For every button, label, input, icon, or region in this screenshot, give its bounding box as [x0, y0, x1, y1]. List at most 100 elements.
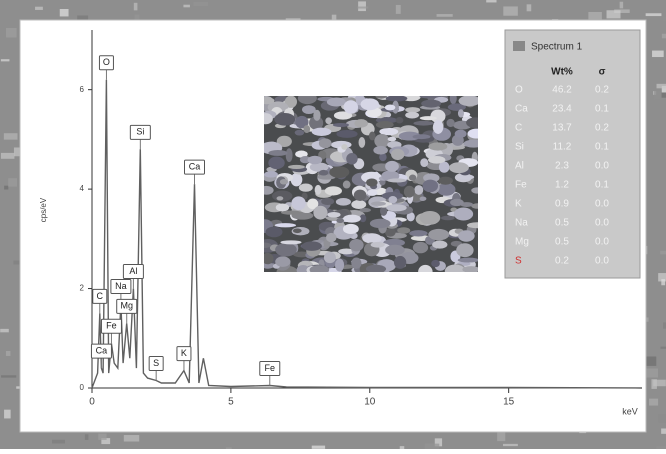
stone	[420, 211, 441, 225]
stone	[376, 121, 394, 128]
texture-speck	[312, 446, 325, 449]
stone	[388, 137, 397, 142]
spectrum-icon	[513, 41, 525, 51]
element-name: Al	[515, 161, 524, 172]
texture-speck	[658, 414, 666, 423]
stone	[420, 196, 427, 200]
element-name: Na	[515, 218, 528, 229]
texture-speck	[654, 91, 661, 100]
stone	[359, 137, 366, 148]
texture-speck	[527, 4, 532, 11]
stone	[291, 196, 305, 210]
stone	[366, 178, 378, 186]
y-tick-label: 0	[80, 383, 85, 392]
table-cell: 0.0	[595, 199, 609, 210]
stone	[428, 142, 447, 150]
texture-speck	[1, 375, 16, 377]
element-name: O	[515, 85, 523, 96]
stone	[268, 150, 287, 156]
table-cell: 0.0	[595, 237, 609, 248]
table-cell: 0.1	[595, 180, 609, 191]
stone	[321, 198, 334, 205]
stone	[336, 198, 351, 206]
chart: cps/eV keV Spectrum 1 0246051015CCaOFeNa…	[0, 0, 666, 449]
table-cell: 0.5	[555, 218, 569, 229]
annotation-label: O	[103, 57, 110, 67]
stone	[327, 212, 340, 218]
table-cell: 2.3	[555, 161, 569, 172]
stone	[385, 245, 405, 256]
table-title: Spectrum 1	[531, 42, 583, 53]
texture-speck	[60, 9, 69, 16]
annotation-label: Al	[129, 266, 137, 276]
annotation-label: Ca	[189, 162, 201, 172]
stone	[454, 208, 473, 221]
stone	[313, 110, 320, 121]
stone	[447, 119, 455, 127]
table-cell: 0.2	[555, 256, 569, 267]
texture-speck	[358, 1, 366, 11]
texture-speck	[0, 329, 9, 332]
stone	[405, 112, 419, 119]
texture-speck	[358, 7, 369, 9]
table-cell: 13.7	[552, 123, 572, 134]
stone	[431, 260, 440, 267]
element-name: Mg	[515, 237, 529, 248]
annotation-label: C	[97, 291, 104, 301]
annotation-label: Mg	[120, 301, 133, 311]
stone	[315, 185, 322, 195]
texture-speck	[193, 2, 207, 6]
x-tick-label: 5	[228, 397, 234, 408]
stone	[325, 117, 332, 124]
table-cell: 0.1	[595, 104, 609, 115]
stone	[414, 185, 423, 195]
stone	[428, 229, 449, 240]
x-tick-label: 15	[503, 397, 515, 408]
texture-speck	[663, 17, 666, 21]
stone	[433, 120, 443, 134]
texture-speck	[649, 399, 658, 406]
texture-speck	[35, 7, 43, 10]
annotation-label: K	[181, 348, 187, 358]
stone	[265, 227, 282, 238]
stone	[346, 153, 357, 165]
stone	[351, 200, 366, 209]
stone	[333, 123, 349, 127]
texture-speck	[607, 10, 621, 18]
texture-speck	[657, 84, 666, 89]
stone	[367, 190, 377, 196]
stone	[336, 218, 344, 223]
stone	[343, 224, 359, 234]
table-header: Wt%	[551, 67, 573, 78]
texture-speck	[620, 2, 623, 9]
stone	[391, 149, 404, 160]
stone	[291, 173, 303, 186]
texture-speck	[6, 351, 10, 356]
stone	[388, 196, 397, 203]
texture-speck	[98, 434, 106, 440]
stone	[308, 156, 323, 165]
stone	[459, 95, 481, 106]
annotation-label: Si	[136, 127, 144, 137]
stone	[275, 256, 290, 266]
stone	[386, 95, 408, 101]
stone	[295, 130, 305, 136]
stone	[373, 146, 388, 155]
stone	[438, 177, 453, 185]
texture-speck	[661, 279, 665, 285]
texture-speck	[660, 347, 666, 349]
y-tick-label: 4	[80, 184, 85, 193]
element-name: C	[515, 123, 522, 134]
stone	[302, 241, 322, 250]
texture-speck	[497, 432, 505, 441]
annotation-label: Ca	[96, 345, 108, 355]
texture-speck	[437, 14, 453, 17]
texture-speck	[652, 51, 664, 57]
stone	[268, 156, 284, 169]
stone	[387, 178, 406, 182]
texture-speck	[1, 59, 10, 61]
x-axis-label: keV	[622, 406, 638, 416]
stone	[343, 215, 361, 223]
texture-speck	[503, 444, 518, 446]
stone	[281, 211, 302, 215]
